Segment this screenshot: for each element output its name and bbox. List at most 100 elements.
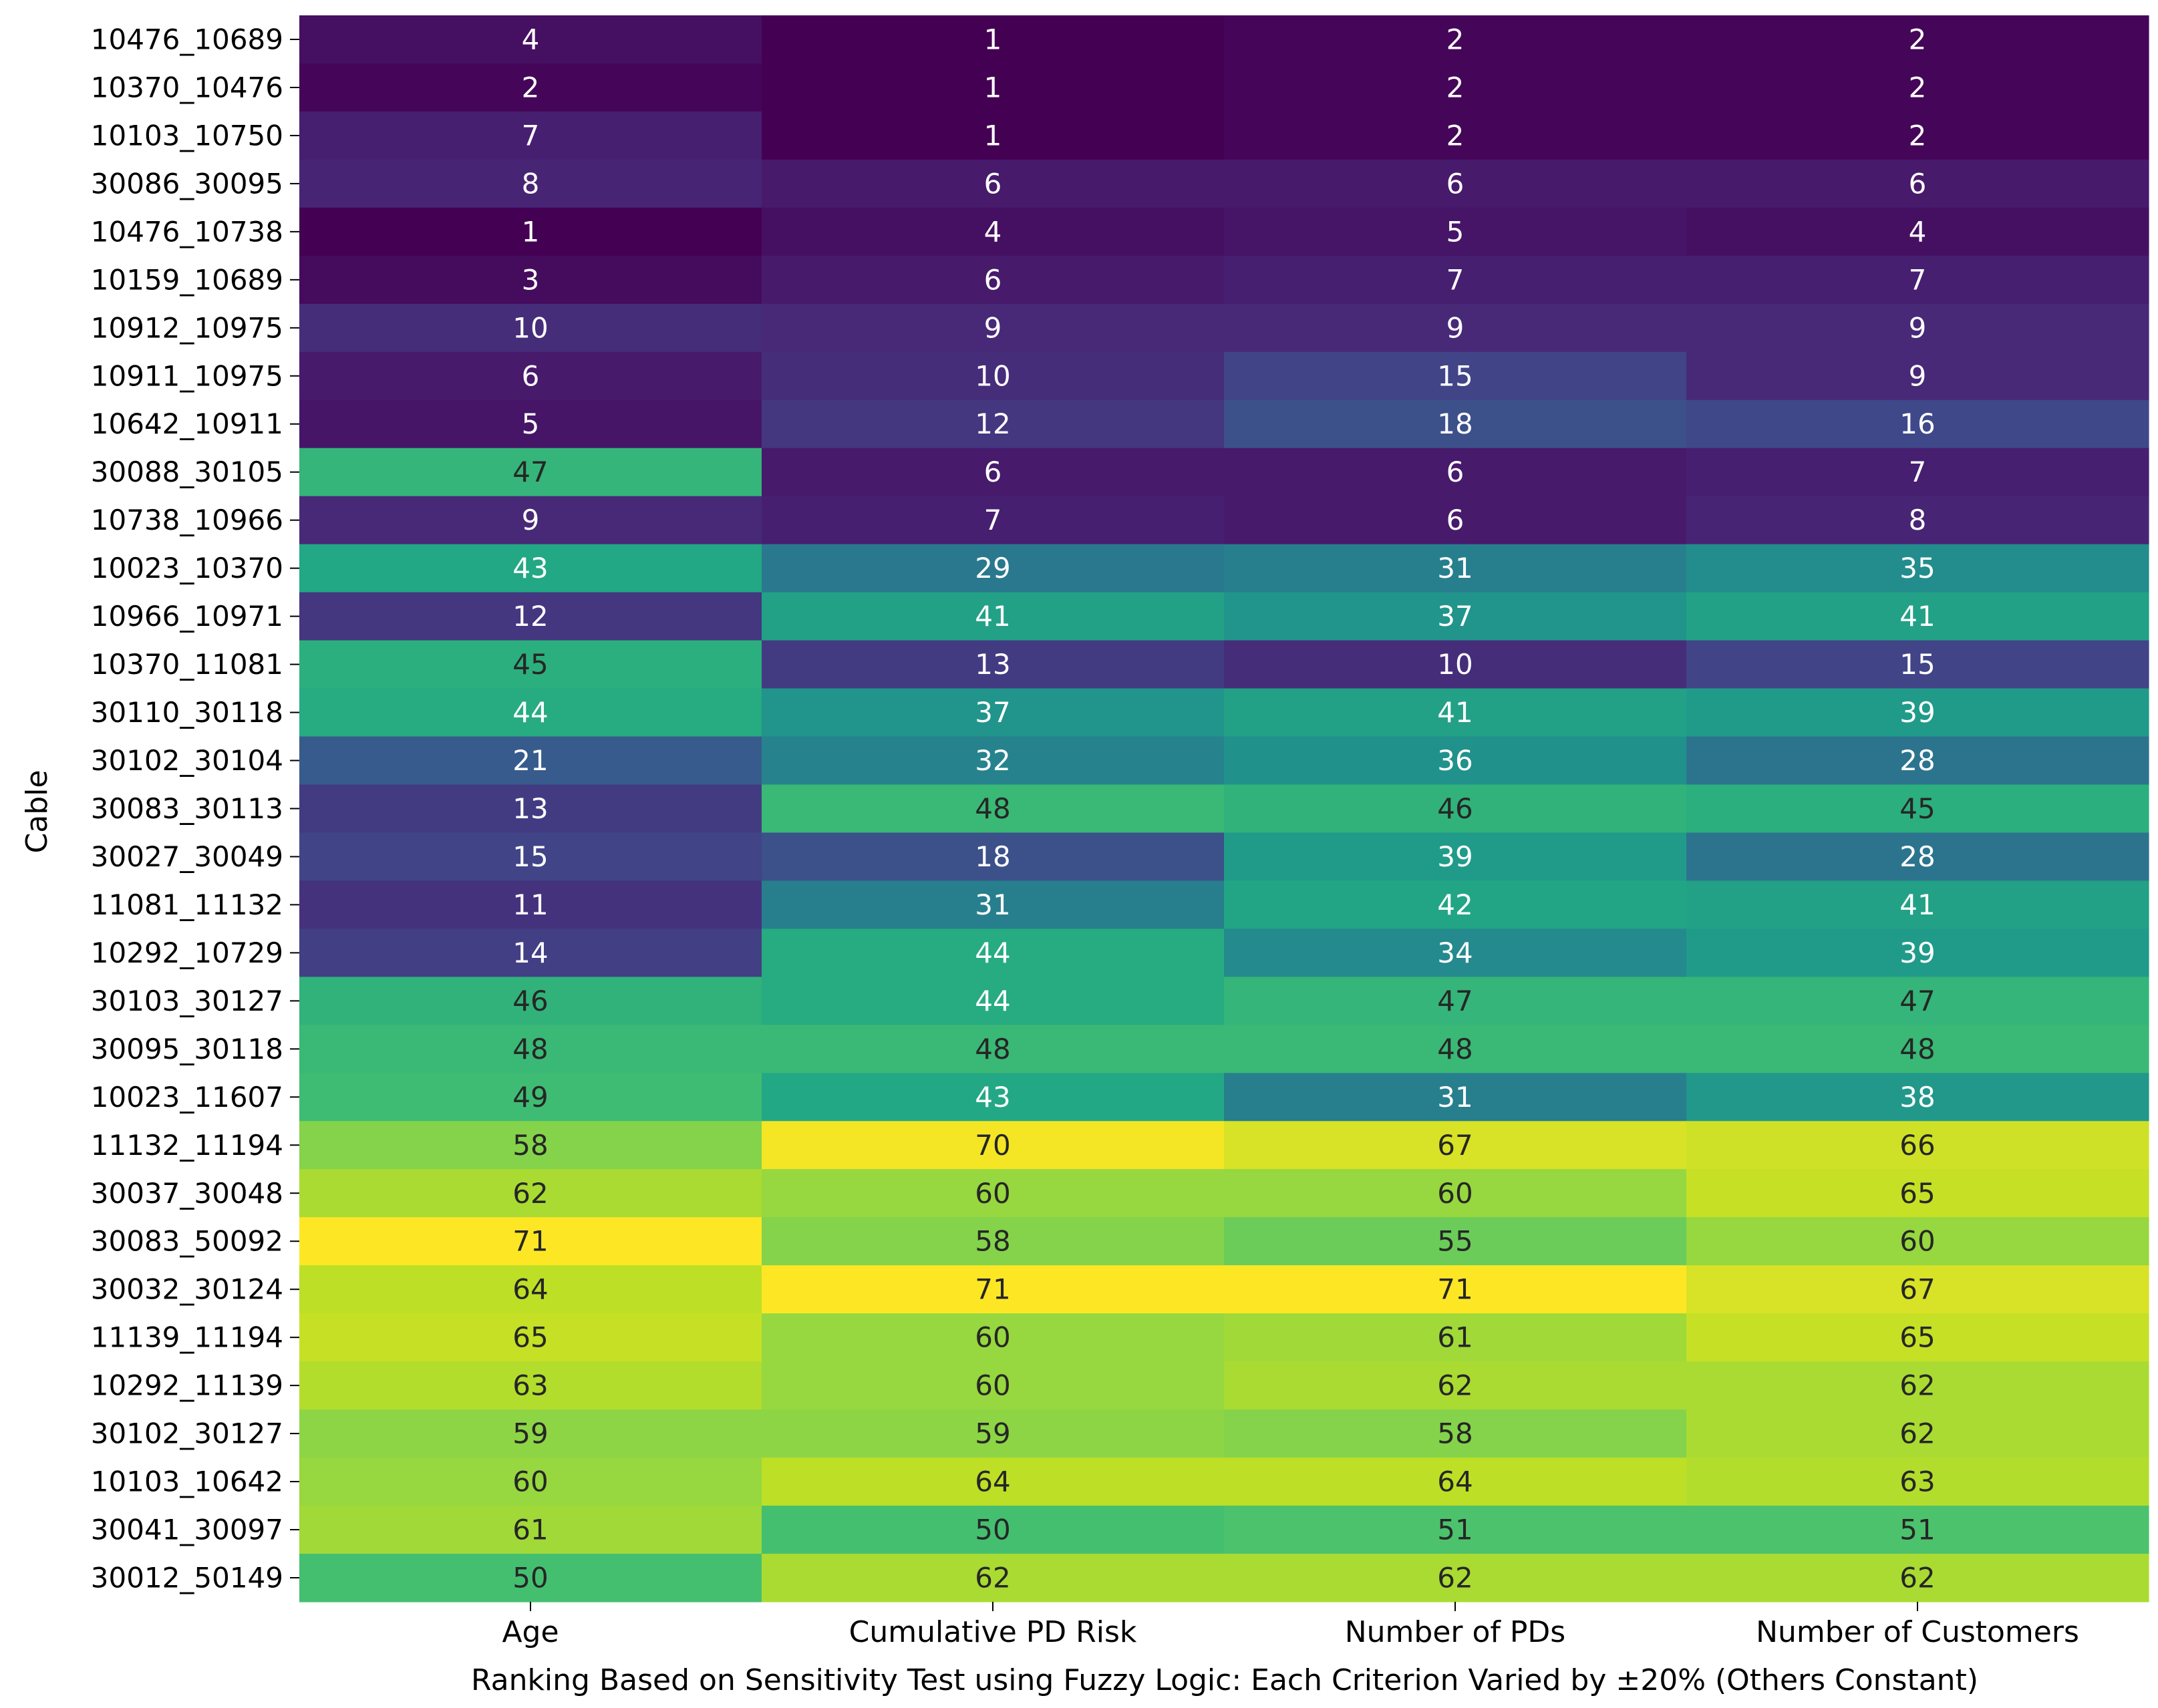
heatmap-cell [1224,1313,1687,1362]
y-tick-label: 30027_30049 [91,840,283,873]
cell-value-label: 4 [1909,215,1927,248]
y-tick-label: 30088_30105 [91,456,283,488]
heatmap-cell [1224,15,1687,64]
cell-value-label: 7 [522,119,540,152]
cell-value-label: 67 [1899,1273,1935,1306]
y-tick-label: 10476_10689 [91,23,283,55]
cell-value-label: 2 [522,71,540,104]
cell-value-label: 67 [1437,1129,1473,1162]
cell-value-label: 63 [1899,1466,1935,1498]
cell-value-label: 71 [1437,1273,1473,1306]
cell-value-label: 9 [1446,311,1465,344]
heatmap-cell [1686,159,2149,208]
cell-value-label: 2 [1446,119,1465,152]
cell-value-label: 15 [1899,648,1935,681]
y-tick-label: 30095_30118 [91,1033,283,1065]
cell-value-label: 41 [1437,696,1473,729]
y-tick-label: 10103_10750 [91,119,283,152]
heatmap-cell [762,207,1225,257]
heatmap-cell [299,63,762,112]
heatmap-cell [762,1361,1225,1410]
y-tick-label: 10103_10642 [91,1466,283,1498]
cell-value-label: 1 [984,23,1002,55]
heatmap-cell [1224,159,1687,208]
y-tick-label: 10966_10971 [91,600,283,633]
heatmap-cell [1686,63,2149,112]
heatmap-cell [1224,1217,1687,1266]
cell-value-label: 66 [1899,1129,1935,1162]
cell-value-label: 6 [1446,456,1465,488]
heatmap-cell [1224,1121,1687,1170]
x-axis-title: Ranking Based on Sensitivity Test using … [471,1663,1978,1697]
cell-value-label: 35 [1899,552,1935,584]
heatmap-cell [299,1554,762,1602]
heatmap-cell [299,544,762,593]
y-tick-label: 10023_11607 [91,1081,283,1114]
cell-value-label: 18 [1437,407,1473,440]
y-tick-label: 11132_11194 [91,1129,283,1162]
heatmap-cell [1224,1409,1687,1458]
cell-value-label: 15 [1437,359,1473,392]
y-tick-label: 10912_10975 [91,311,283,344]
cell-value-label: 41 [1899,600,1935,633]
heatmap-cell [762,111,1225,160]
cell-value-label: 8 [522,167,540,200]
heatmap-cell [762,496,1225,545]
cell-value-label: 28 [1899,840,1935,873]
cell-value-label: 9 [1909,311,1927,344]
heatmap-cell [1224,784,1687,834]
cell-value-label: 51 [1437,1514,1473,1546]
cell-value-label: 42 [1437,888,1473,921]
heatmap-cell [762,1409,1225,1458]
heatmap-cell [299,448,762,497]
heatmap-cell [299,880,762,930]
cell-value-label: 50 [975,1514,1010,1546]
cell-value-label: 58 [512,1129,548,1162]
heatmap-cell [1224,1169,1687,1218]
y-tick-label: 11081_11132 [91,888,283,921]
cell-value-label: 45 [1899,792,1935,825]
cell-value-label: 65 [1899,1177,1935,1210]
heatmap-cell [1224,977,1687,1025]
heatmap-cell [762,15,1225,64]
cell-value-label: 62 [1899,1369,1935,1402]
heatmap-cell [299,784,762,834]
cell-value-label: 61 [512,1514,548,1546]
cell-value-label: 13 [512,792,548,825]
heatmap-cell [762,736,1225,786]
cell-value-label: 1 [522,215,540,248]
heatmap-cell [762,592,1225,641]
y-tick-label: 30102_30127 [91,1417,283,1450]
y-tick-label: 30032_30124 [91,1273,283,1306]
cell-value-label: 38 [1899,1081,1935,1114]
x-tick-label: Number of Customers [1756,1615,2079,1649]
heatmap-cell [762,640,1225,689]
y-tick-label: 30083_30113 [91,792,283,825]
x-tick-label: Cumulative PD Risk [849,1615,1137,1649]
heatmap-cell [1224,832,1687,882]
cell-value-label: 48 [1437,1033,1473,1065]
heatmap-cell [1224,207,1687,257]
cell-value-label: 61 [1437,1321,1473,1354]
y-tick-label: 30110_30118 [91,696,283,729]
cell-value-label: 2 [1446,23,1465,55]
heatmap-cell [762,1313,1225,1362]
heatmap-cell [1686,688,2149,737]
heatmap-cell [299,399,762,449]
cell-value-label: 70 [975,1129,1010,1162]
cell-value-label: 9 [1909,359,1927,392]
heatmap-cell [299,351,762,401]
heatmap-cell [1686,207,2149,257]
heatmap-cell [299,1409,762,1458]
cell-value-label: 6 [1909,167,1927,200]
cell-value-label: 5 [1446,215,1465,248]
cell-value-label: 9 [522,504,540,536]
heatmap-cell [1224,1506,1687,1554]
heatmap-cells: 4 1 2 22 1 2 27 1 2 28 6 6 61 4 5 43 6 7 710 9 9 96 10 15 95 12 18… [299,15,2149,1602]
heatmap-cell [762,1506,1225,1554]
cell-value-label: 71 [975,1273,1010,1306]
heatmap-cell [762,688,1225,737]
cell-value-label: 45 [512,648,548,681]
cell-value-label: 3 [522,263,540,296]
cell-value-label: 16 [1899,407,1935,440]
